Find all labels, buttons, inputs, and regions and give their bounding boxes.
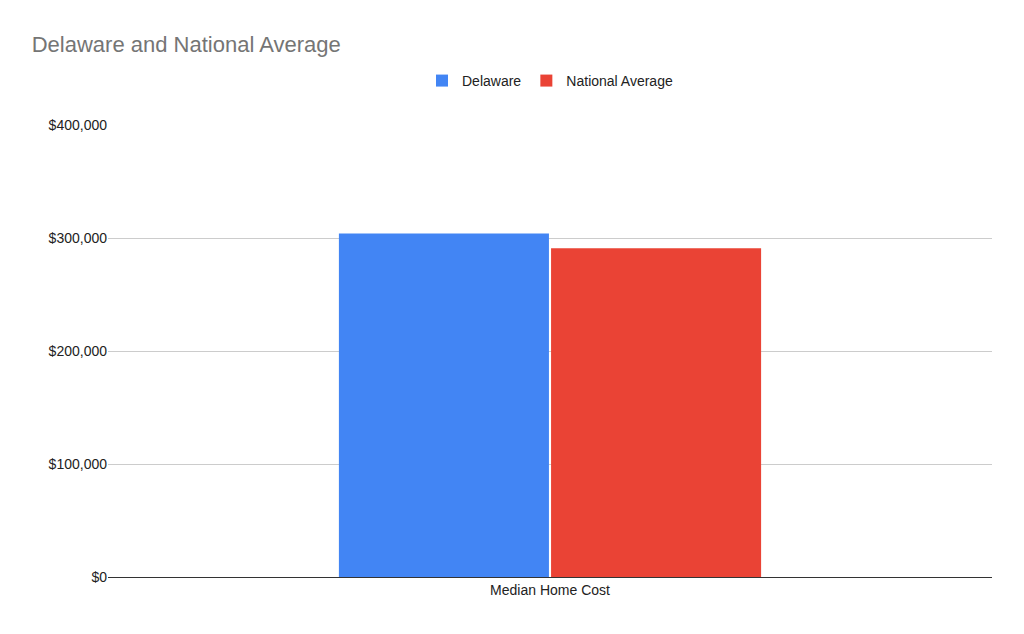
svg-text:$200,000: $200,000 bbox=[49, 343, 108, 359]
svg-text:$0: $0 bbox=[91, 569, 107, 585]
svg-text:Delaware: Delaware bbox=[462, 73, 521, 89]
svg-text:$100,000: $100,000 bbox=[49, 456, 108, 472]
svg-text:Delaware and National Average: Delaware and National Average bbox=[32, 32, 341, 57]
svg-text:$300,000: $300,000 bbox=[49, 230, 108, 246]
svg-text:$400,000: $400,000 bbox=[49, 117, 108, 133]
svg-text:Median Home Cost: Median Home Cost bbox=[490, 582, 610, 598]
svg-text:National Average: National Average bbox=[566, 73, 673, 89]
